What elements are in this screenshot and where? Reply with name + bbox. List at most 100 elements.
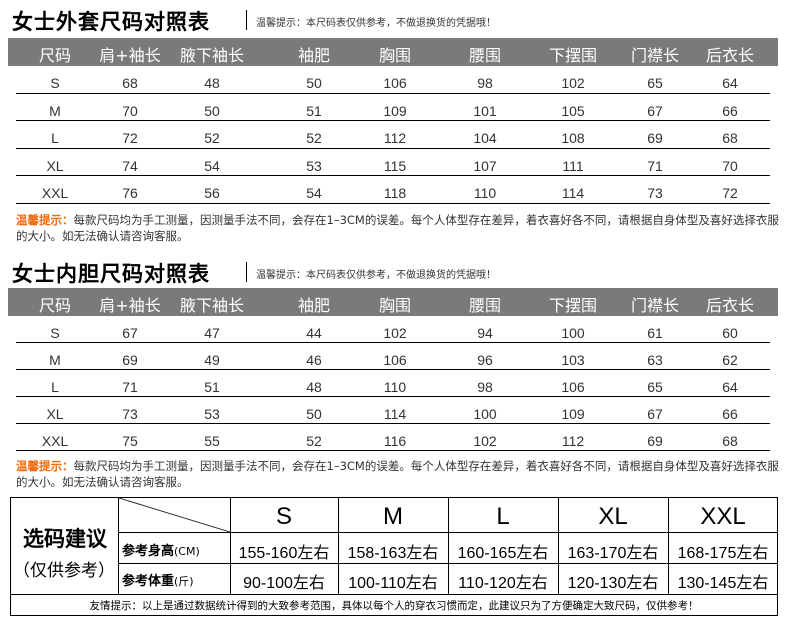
title-divider [246,262,247,282]
row-divider [16,450,770,451]
outer_table-note: 温馨提示：每款尺码均为手工测量，因测量手法不同，会存在1–3CM的误差。每个人体… [16,212,786,244]
value-cell: 98 [477,379,493,395]
value-cell: 49 [204,352,220,368]
grid-line [448,497,449,594]
note-text: 每款尺码均为手工测量，因测量手法不同，会存在1–3CM的误差。每个人体型存在差异… [16,459,779,489]
size-label: S [275,503,292,530]
weight-label: 参考体重(斤) [122,570,194,589]
value-cell: 52 [306,130,322,146]
value-cell: 70 [722,157,738,174]
value-cell: 102 [561,75,585,91]
value-cell: 72 [722,185,738,201]
value-cell: 116 [383,433,407,449]
note-label: 温馨提示： [16,213,74,227]
value-cell: 106 [383,75,407,91]
value-cell: 68 [722,130,738,146]
value-cell: 55 [204,433,220,449]
height-label-text: 参考身高 [122,544,175,559]
value-cell: 60 [722,325,738,341]
height-unit: (CM) [174,545,200,558]
size-cell: M [49,352,61,368]
value-cell: 106 [561,379,585,395]
value-cell: 69 [647,433,663,449]
value-cell: 68 [122,75,138,91]
value-cell: 96 [477,352,493,368]
value-cell: 62 [722,352,738,368]
value-cell: 101 [473,102,497,119]
column-header: 腋下袖长 [179,46,245,65]
weight-range: 90-100左右 [243,575,325,592]
value-cell: 66 [722,406,738,422]
grid-line [338,497,339,594]
column-header: 尺码 [38,296,72,315]
value-cell: 74 [122,157,138,174]
value-cell: 98 [477,75,493,91]
inner_table-subnote: 温馨提示：本尺码表仅供参考，不做退换货的凭据哦！ [256,270,496,281]
weight-range: 100-110左右 [348,575,438,592]
value-cell: 64 [722,75,738,91]
row-divider [16,396,770,397]
size-label: XL [598,503,628,530]
value-cell: 94 [477,325,493,341]
row-divider [16,342,770,343]
grid-line [668,497,669,594]
column-header: 胸围 [378,46,412,65]
height-range: 168-175左右 [677,545,769,562]
size-cell: L [51,130,59,146]
value-cell: 100 [473,406,497,422]
value-cell: 114 [561,185,585,201]
value-cell: 118 [383,185,407,201]
height-range: 163-170左右 [567,545,659,562]
recommendation-box [10,497,778,616]
row-divider [16,202,770,204]
size-cell: M [49,102,61,119]
recommendation-title: 选码建议 [23,527,107,551]
value-cell: 111 [562,157,584,174]
value-cell: 110 [473,185,497,201]
grid-line [118,497,119,594]
size-cell: S [50,325,60,341]
value-cell: 50 [306,406,322,422]
column-header: 门襟长 [630,46,680,65]
value-cell: 48 [204,75,220,91]
inner_table-note: 温馨提示：每款尺码均为手工测量，因测量手法不同，会存在1–3CM的误差。每个人体… [16,458,786,490]
value-cell: 112 [383,130,407,146]
size-label: M [383,503,403,530]
value-cell: 100 [561,325,585,341]
diagonal-line [118,497,231,533]
row-divider [16,120,770,121]
value-cell: 51 [306,102,322,119]
outer_table-subnote: 温馨提示：本尺码表仅供参考，不做退换货的凭据哦！ [256,18,496,29]
value-cell: 104 [473,130,497,146]
value-cell: 102 [473,433,497,449]
value-cell: 66 [722,102,738,119]
value-cell: 54 [204,157,220,174]
value-cell: 115 [383,157,407,174]
size-cell: XL [46,406,64,422]
row-divider [16,369,770,370]
value-cell: 65 [647,75,663,91]
column-header: 门襟长 [630,296,680,315]
column-header: 腰围 [468,296,502,315]
value-cell: 70 [122,102,138,119]
value-cell: 61 [647,325,663,341]
column-header: 腰围 [468,46,502,65]
value-cell: 46 [306,352,322,368]
row-divider [16,175,770,176]
value-cell: 65 [647,379,663,395]
column-header: 下摆围 [548,46,598,65]
value-cell: 109 [383,102,407,119]
row-divider [16,423,770,424]
value-cell: 105 [561,102,585,119]
column-header: 肩+袖长 [99,46,161,65]
value-cell: 71 [647,157,663,174]
outer_table-title: 女士外套尺码对照表 [12,10,210,34]
inner_table-header-bar [8,288,778,316]
height-range: 158-163左右 [347,545,439,562]
value-cell: 110 [383,379,407,395]
value-cell: 48 [306,379,322,395]
value-cell: 63 [647,352,663,368]
size-label: XXL [700,503,746,530]
title-divider [246,10,247,30]
